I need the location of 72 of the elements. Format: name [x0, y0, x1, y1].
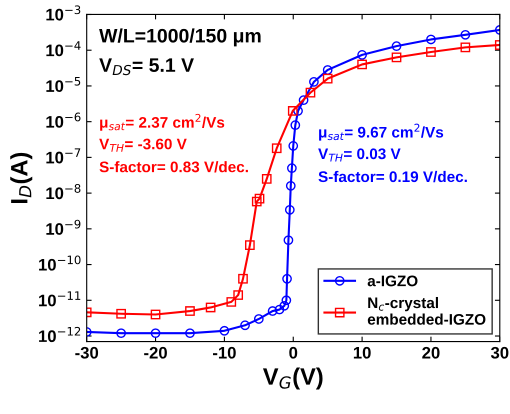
annotation: μ$_{sat}$= 2.37 cm$^{2}$/Vs [100, 114, 224, 131]
annotation: V$_{TH}$= 0.03 V [318, 148, 401, 162]
point [287, 163, 297, 174]
y-tick-label: 10$^{−9}$ [46, 220, 80, 235]
point [254, 314, 264, 324]
point [279, 300, 290, 311]
y-axis-title: I$_{D}$(A) [10, 152, 32, 204]
legend-label: N$_{c}$-crystal embedded-IGZO [368, 296, 486, 325]
point [116, 328, 126, 338]
annotation: S-factor= 0.83 V/dec. [100, 161, 248, 172]
point [284, 204, 295, 215]
y-tick-label: 10$^{−7}$ [46, 148, 80, 164]
y-tick-label: 10$^{−12}$ [39, 326, 80, 342]
point [233, 290, 244, 300]
point [392, 41, 402, 52]
x-tick-label: 20 [422, 346, 440, 359]
point [252, 196, 262, 206]
y-tick-label: 10$^{−11}$ [39, 291, 80, 306]
x-tick-label: -10 [213, 346, 236, 359]
point [268, 306, 278, 316]
point [460, 30, 470, 40]
point [206, 302, 216, 312]
point [426, 47, 436, 57]
point [290, 120, 300, 130]
y-tick-label: 10$^{−6}$ [46, 112, 80, 128]
point [150, 310, 160, 320]
point [322, 65, 333, 75]
point [357, 60, 367, 70]
y-tick-label: 10$^{−5}$ [46, 76, 80, 92]
x-tick-label: 0 [289, 346, 298, 359]
point [282, 274, 292, 284]
point [150, 328, 160, 338]
point [357, 50, 367, 60]
point [288, 141, 298, 151]
point [284, 235, 294, 246]
point [306, 88, 316, 98]
x-tick-label: -20 [144, 346, 167, 359]
point [116, 308, 126, 319]
point [240, 320, 250, 330]
point [274, 304, 284, 314]
point [460, 42, 470, 52]
annotation: μ$_{sat}$= 9.67 cm$^{2}$/Vs [319, 124, 444, 141]
y-tick-label: 10$^{−4}$ [46, 41, 81, 56]
annotation: V$_{TH}$= -3.60 V [99, 138, 187, 152]
point [272, 143, 282, 154]
point [185, 306, 195, 316]
point [392, 52, 402, 62]
point [322, 74, 333, 84]
x-tick-label: -30 [75, 346, 98, 359]
legend-label: a-IGZO [368, 276, 418, 286]
point [185, 328, 195, 338]
annotation: V$_{DS}$= 5.1 V [99, 58, 194, 76]
x-tick-label: 10 [354, 346, 371, 359]
point [245, 240, 255, 250]
point [309, 77, 319, 87]
point [262, 174, 272, 184]
y-tick-label: 10$^{−10}$ [39, 255, 81, 271]
annotation: W/L=1000/150 μm [99, 28, 261, 46]
annotation: S-factor= 0.19 V/dec. [318, 170, 467, 182]
y-tick-label: 10$^{−8}$ [46, 184, 80, 200]
point [254, 194, 264, 204]
x-tick-label: 30 [490, 346, 508, 359]
y-tick-label: 10$^{−3}$ [46, 5, 80, 21]
point [238, 274, 248, 284]
point [288, 106, 298, 116]
point [426, 34, 436, 44]
point [282, 295, 292, 306]
point [220, 326, 230, 336]
point [286, 180, 296, 191]
x-axis-title: V$_{G}$(V) [262, 368, 323, 390]
point [298, 95, 308, 106]
point [226, 297, 236, 307]
